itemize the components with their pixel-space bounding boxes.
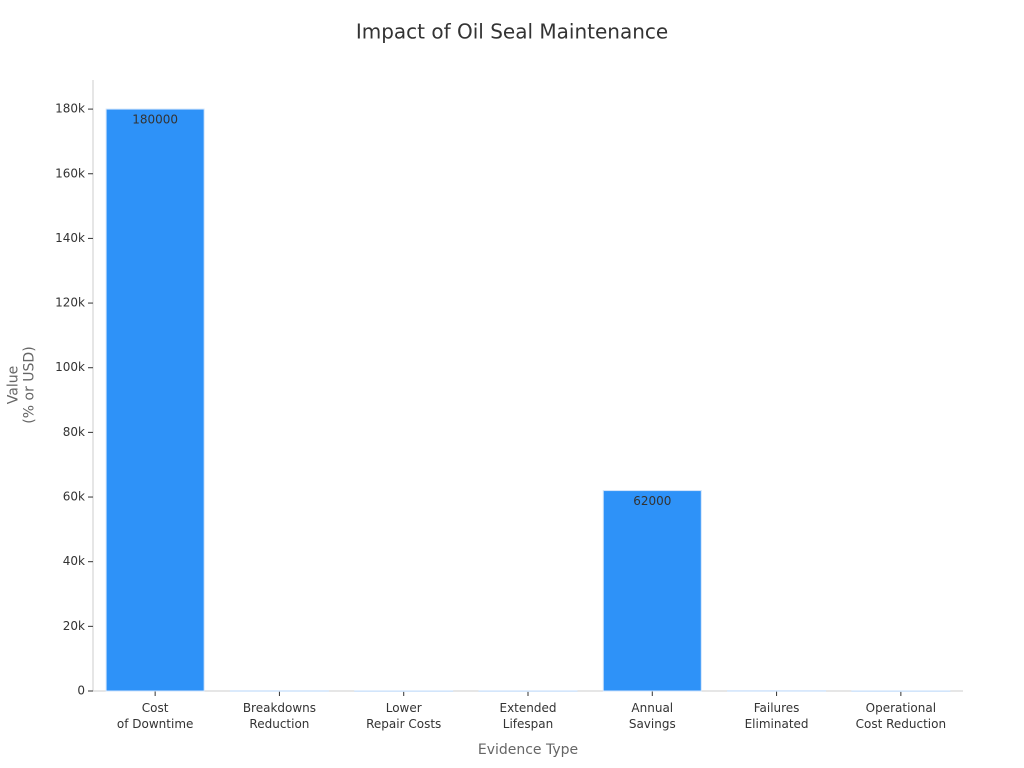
- data-label: 180000: [132, 113, 178, 127]
- x-tick-label: Operational Cost Reduction: [856, 701, 946, 731]
- y-tick-label: 20k: [63, 619, 85, 633]
- chart-title: Impact of Oil Seal Maintenance: [356, 20, 668, 44]
- y-tick-label: 100k: [55, 360, 85, 374]
- bar: [105, 108, 205, 692]
- bar: [727, 690, 827, 692]
- bar: [478, 690, 578, 692]
- y-tick-label: 160k: [55, 166, 85, 180]
- x-tick-label: Failures Eliminated: [745, 701, 809, 731]
- x-tick-label: Annual Savings: [629, 701, 676, 731]
- y-tick-label: 0: [77, 684, 85, 698]
- x-tick-label: Lower Repair Costs: [366, 701, 441, 731]
- bar: [354, 690, 454, 692]
- bar: [602, 490, 702, 692]
- bar: [851, 690, 951, 692]
- data-label: 62000: [633, 494, 671, 508]
- y-axis-label: Value(% or USD): [6, 346, 38, 423]
- bar: [229, 690, 329, 692]
- y-tick-label: 60k: [63, 490, 85, 504]
- y-tick-label: 140k: [55, 231, 85, 245]
- x-tick-label: Extended Lifespan: [500, 701, 557, 731]
- y-tick-label: 180k: [55, 102, 85, 116]
- x-tick-label: Cost of Downtime: [117, 701, 194, 731]
- y-tick-label: 80k: [63, 425, 85, 439]
- x-tick-label: Breakdowns Reduction: [243, 701, 316, 731]
- y-tick-label: 120k: [55, 296, 85, 310]
- x-axis-label: Evidence Type: [478, 742, 578, 758]
- y-tick-label: 40k: [63, 554, 85, 568]
